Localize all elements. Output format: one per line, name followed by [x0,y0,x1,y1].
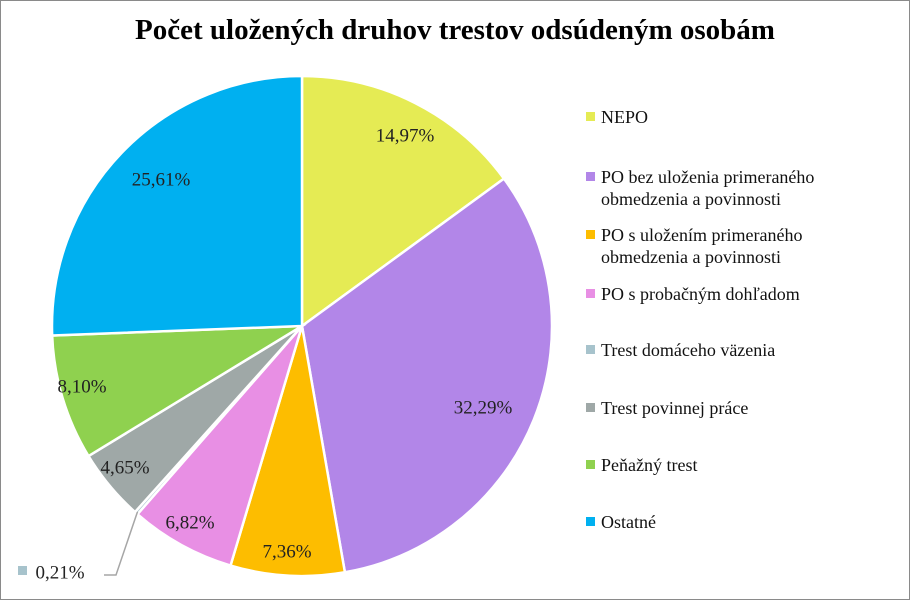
legend-item-ostatne: Ostatné [586,511,861,533]
legend-label: NEPO [601,107,649,127]
legend-item-po-bez-ulozenia-primeraneho-obmedzenia-a-povinnosti: PO bez uloženia primeraného obmedzenia a… [586,166,861,210]
pie-slice-penazny-trest [50,324,307,458]
legend-label: Trest povinnej práce [601,398,749,418]
legend-label: PO s uložením primeraného obmedzenia a p… [601,225,803,267]
legend-item-po-s-probacnym-dohladom: PO s probačným dohľadom [586,283,861,305]
legend-label: Ostatné [601,512,656,532]
legend-swatch [586,517,595,526]
pie-slice-po-s-probacnym-dohladom [135,325,304,568]
legend-label: PO s probačným dohľadom [601,284,800,304]
legend-label: Peňažný trest [601,455,698,475]
legend-item-nepo: NEPO [586,106,861,128]
legend-swatch [586,345,595,354]
data-label-po-s-probacnym-dohladom: 6,82% [165,512,214,533]
pie-slice-ostatne [50,74,304,337]
legend-item-po-s-ulozenim-primeraneho-obmedzenia-a-povinnosti: PO s uložením primeraného obmedzenia a p… [586,224,861,268]
legend-swatch [586,289,595,298]
leader-line [104,511,139,576]
pie-slice-po-bez-ulozenia-primeraneho-obmedzenia-a-povinnosti [300,176,554,574]
legend-swatch [586,460,595,469]
pie-slice-nepo [300,74,506,329]
legend-label: Trest domáceho väzenia [601,340,776,360]
legend-label: PO bez uloženia primeraného obmedzenia a… [601,167,815,209]
chart-title: Počet uložených druhov trestov odsúdeným… [135,14,775,46]
data-label-nepo: 14,97% [376,125,435,146]
data-label-key-trest-domaceho-vazenia [18,566,27,575]
legend-item-penazny-trest: Peňažný trest [586,454,861,476]
data-label-trest-povinnej-prace: 4,65% [100,457,149,478]
legend-swatch [586,230,595,239]
legend-item-trest-povinnej-prace: Trest povinnej práce [586,397,861,419]
data-label-trest-domaceho-vazenia: 0,21% [35,562,84,583]
data-label-penazny-trest: 8,10% [57,376,106,397]
legend-swatch [586,403,595,412]
legend-swatch [586,112,595,121]
data-label-po-s-ulozenim-primeraneho-obmedzenia-a-povinnosti: 7,36% [262,541,311,562]
pie-slice-po-s-ulozenim-primeraneho-obmedzenia-a-povinnosti [228,325,347,578]
legend-swatch [586,172,595,181]
data-label-po-bez-ulozenia-primeraneho-obmedzenia-a-povinnosti: 32,29% [454,397,513,418]
legend-item-trest-domaceho-vazenia: Trest domáceho väzenia [586,339,861,361]
data-label-ostatne: 25,61% [132,169,191,190]
